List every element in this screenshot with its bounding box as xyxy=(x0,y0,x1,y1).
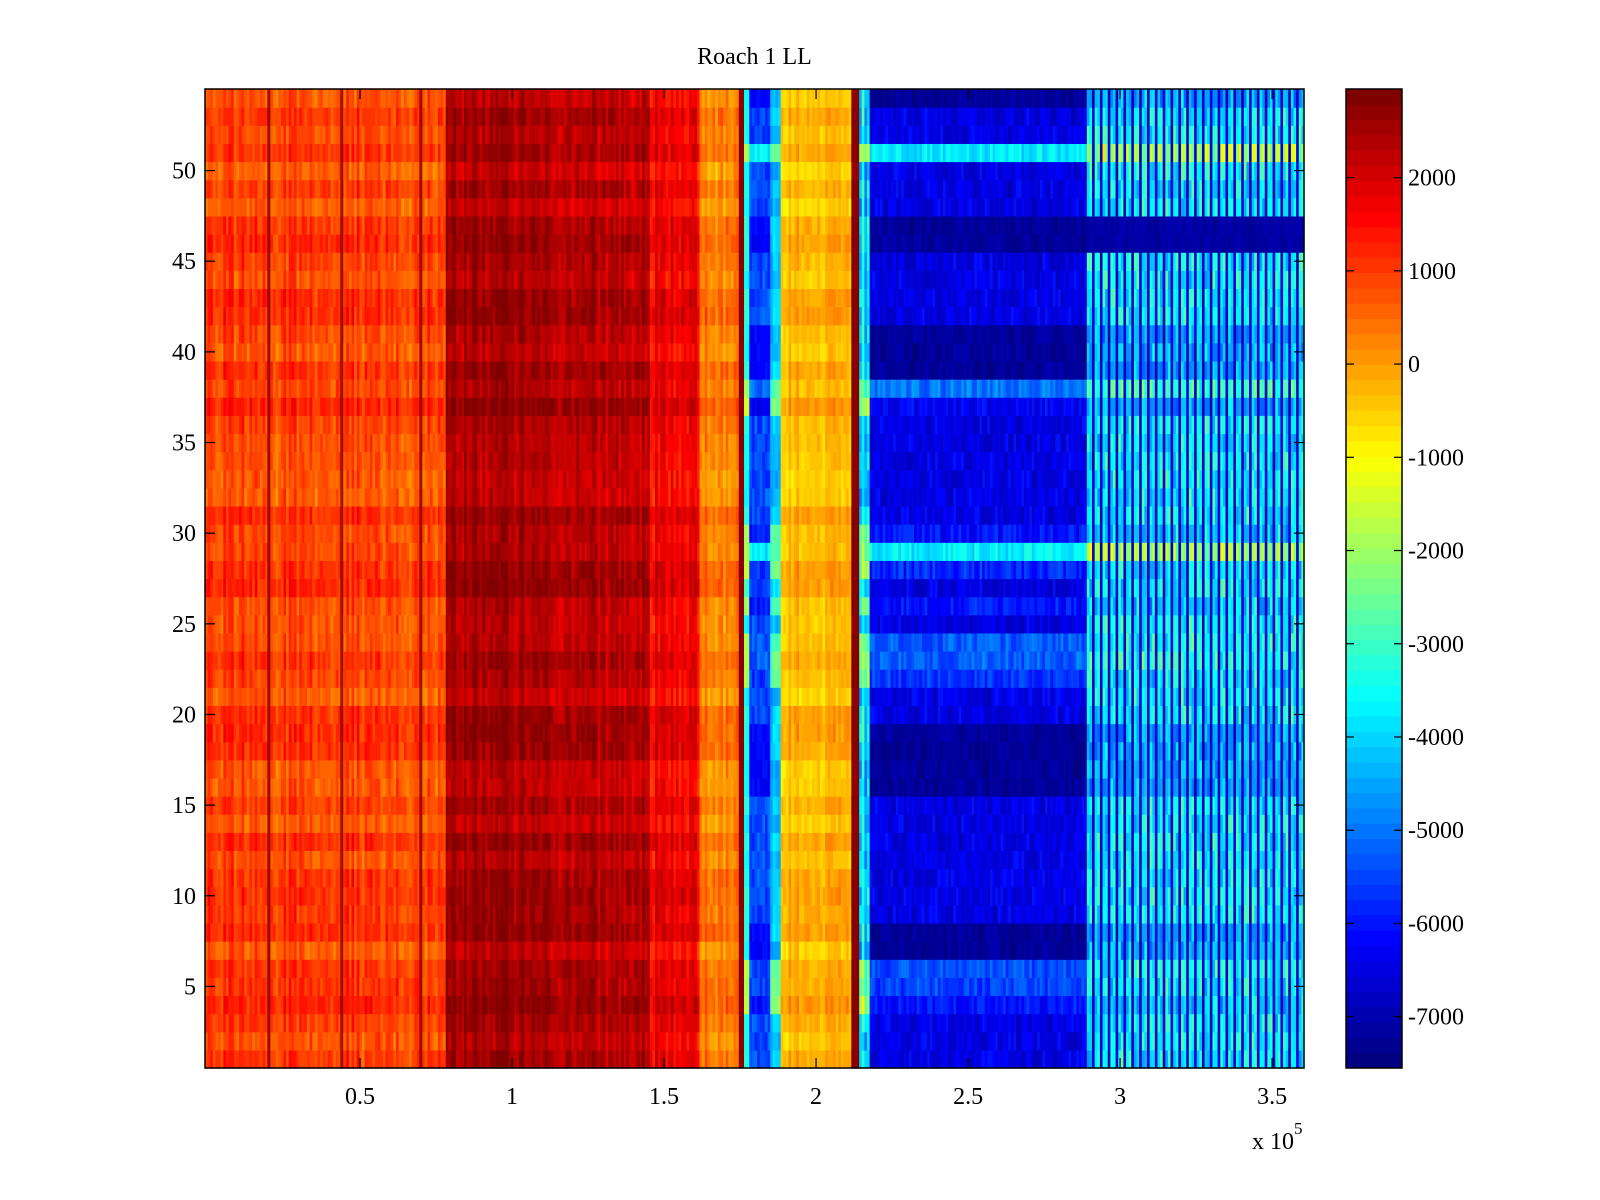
heatmap-cells xyxy=(205,89,1305,1069)
